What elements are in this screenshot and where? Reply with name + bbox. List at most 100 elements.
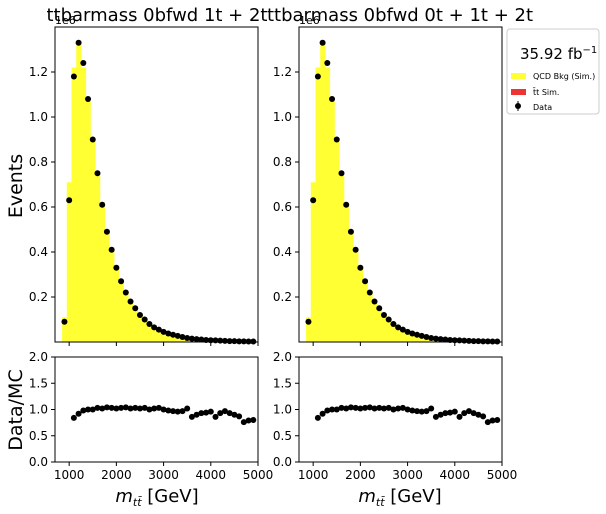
x-tick-label: 1000 [298,468,329,482]
data-point [480,338,487,345]
data-point [310,197,317,204]
histogram-bin [114,267,120,342]
histogram-bin [310,182,316,342]
data-point [314,73,321,80]
ratio-point [151,405,158,412]
y-tick-label: 0.5 [29,429,48,443]
histogram-bin [372,301,378,342]
data-point [226,338,233,345]
ratio-point [432,413,439,420]
lumi-exponent: −1 [583,45,598,56]
data-point [475,338,482,345]
ratio-point [165,407,172,414]
histogram-bin [161,331,167,342]
x-tick-label: 5000 [243,468,274,482]
data-point [188,335,195,342]
y-tick-label: 0.5 [273,429,292,443]
histogram-bin [367,292,373,342]
histogram-bin [147,324,153,342]
data-point [437,336,444,343]
histogram-bin [339,175,345,342]
ratio-point [428,405,435,412]
data-point [151,324,158,331]
ratio-point [198,410,205,417]
data-point [380,312,387,318]
ratio-point [245,417,252,424]
data-point [61,318,68,325]
histogram-bin [324,67,331,342]
ratio-point [489,417,496,424]
panel-title: ttbarmass 0bfwd 0t + 1t + 2t [267,5,533,26]
data-point [371,298,378,305]
histogram-bin [414,334,420,342]
ratio-point [221,408,228,415]
ratio-point [75,410,82,417]
ratio-point [113,405,120,412]
ratio-point [376,404,383,411]
y-tick-label: 1.0 [273,110,292,124]
legend-label-data: Data [533,103,552,112]
histogram-bin [315,67,321,342]
ratio-point [480,413,487,420]
xlabel-main: m [358,486,376,507]
ratio-point [226,410,233,417]
ratio-point [366,404,373,411]
x-tick-label: 3000 [392,468,423,482]
data-point [155,326,162,333]
y-axis-label-ratio: Data/MC [5,369,27,450]
data-point [395,324,402,331]
data-point [184,334,191,341]
histogram-bin [409,333,416,342]
y-tick-label: 0.4 [273,245,292,259]
ratio-point [160,406,167,413]
lumi-value: 35.92 fb [520,45,583,63]
x-tick-label: 2000 [345,468,376,482]
data-point [447,336,454,343]
y-axis-label-events: Events [5,154,27,218]
ratio-point [179,408,186,415]
histogram-bin [151,327,157,342]
ratio-point [404,406,411,413]
legend-label-ttbar: t̄t Sim. [532,87,559,97]
histogram-bin [175,335,181,342]
histogram-bin [80,67,87,342]
data-point [193,336,200,343]
ratio-point [442,410,449,417]
y-tick-label: 1.2 [29,65,48,79]
ratio-point [85,406,92,413]
ratio-point [399,404,406,411]
data-point [170,331,177,338]
ratio-point [174,408,181,415]
data-point [160,328,167,335]
ratio-point [319,410,326,417]
xlabel-unit: [GeV] [142,486,199,507]
histogram-bin [142,319,148,342]
ratio-point [461,410,468,417]
histogram-bin [395,327,401,342]
ratio-point [484,419,491,426]
ratio-point [395,405,402,412]
data-point [80,60,87,66]
ratio-point [338,404,345,411]
histogram-bin [95,175,101,342]
ratio-point [231,411,238,418]
data-point [94,170,101,177]
x-axis-label-right: mtt̄ [GeV] [358,486,441,509]
ratio-point [333,406,340,413]
data-point [324,60,331,66]
histogram-bin [358,267,364,342]
data-point [165,330,172,337]
histogram-bin [76,42,82,342]
histogram-bin [85,101,91,342]
data-point [414,331,421,338]
data-point [409,330,416,337]
legend-swatch-ttbar [511,89,526,95]
ratio-point [170,408,177,415]
data-point [113,264,120,271]
ratio-point [352,404,359,411]
legend-swatch-qcd [511,73,526,79]
legend: 35.92 fb−1 QCD Bkg (Sim.) t̄t Sim. Data [506,28,600,115]
x-tick-label: 4000 [440,468,471,482]
histogram-bin [381,315,387,342]
